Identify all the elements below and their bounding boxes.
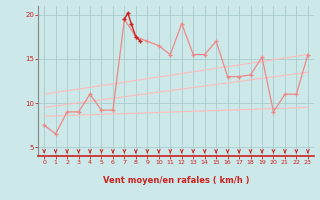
X-axis label: Vent moyen/en rafales ( km/h ): Vent moyen/en rafales ( km/h ) (103, 176, 249, 185)
